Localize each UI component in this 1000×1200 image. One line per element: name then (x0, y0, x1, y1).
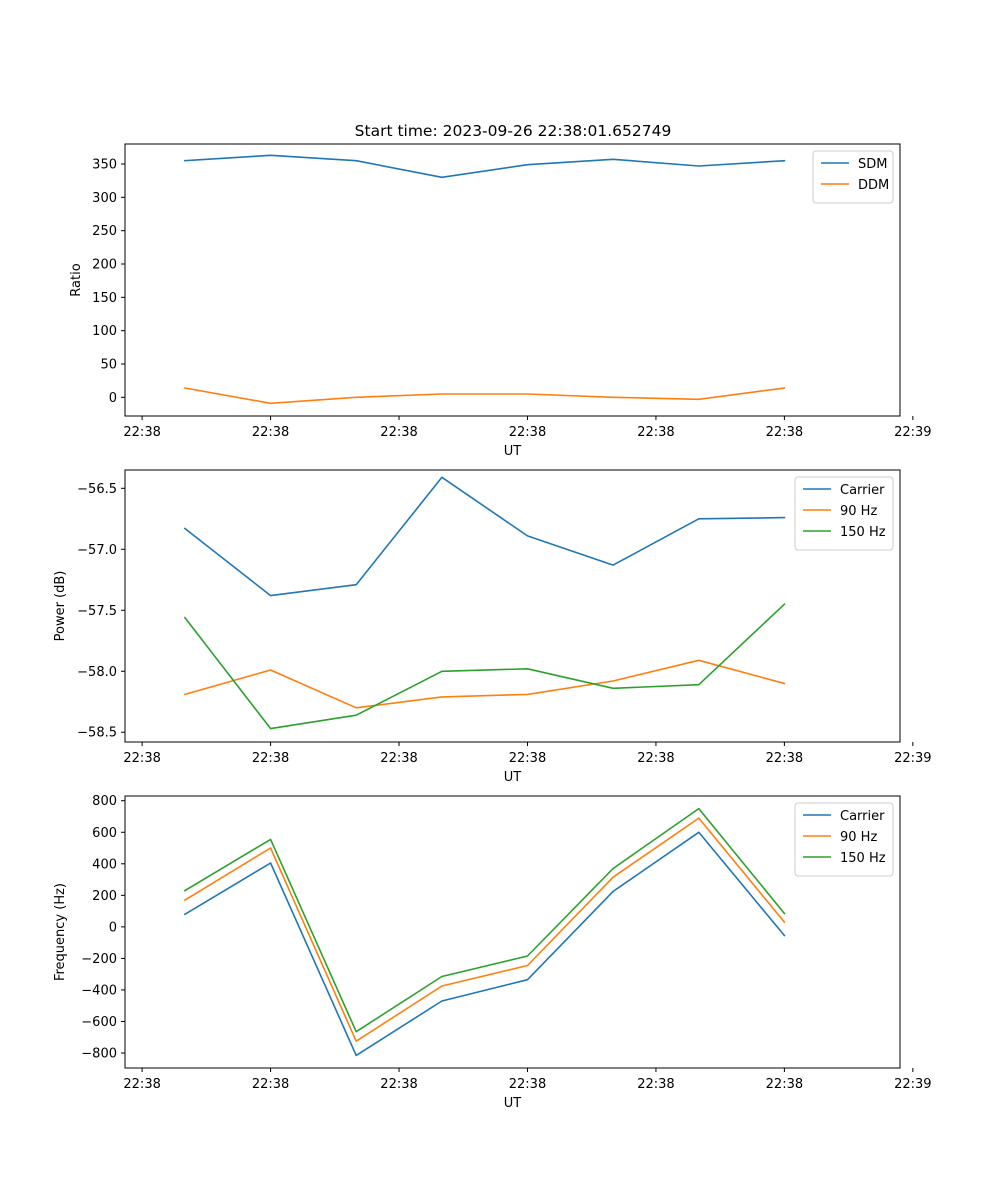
x-tick-label: 22:38 (380, 425, 417, 440)
subplot-1: 0 50 100 150 200 250 300 350 22:38 22:38 22:38 22:3… (69, 143, 932, 459)
x-tick-label: 22:38 (380, 1077, 417, 1092)
y-tick-label: −57.0 (77, 543, 117, 558)
legend-label: 90 Hz (840, 830, 877, 845)
series-line-90-hz (183, 817, 786, 1042)
x-tick-label: 22:38 (509, 425, 546, 440)
y-axis-label: Ratio (69, 263, 84, 296)
figure-title: Start time: 2023-09-26 22:38:01.652749 (355, 122, 672, 140)
x-tick-label: 22:39 (894, 751, 931, 766)
series-line-150-hz (183, 603, 786, 730)
y-tick-label: 50 (100, 358, 117, 373)
series-line-carrier (183, 476, 786, 597)
y-tick-label: 350 (92, 158, 117, 173)
y-tick-label: 200 (92, 258, 117, 273)
y-tick-label: −57.5 (77, 604, 117, 619)
legend-label: SDM (858, 157, 887, 172)
x-axis-label: UT (504, 1096, 522, 1111)
legend: SDM DDM (812, 150, 894, 204)
x-tick-label: 22:39 (894, 1077, 931, 1092)
x-tick-label: 22:38 (637, 1077, 674, 1092)
x-tick-label: 22:38 (123, 1077, 160, 1092)
x-tick-label: 22:38 (509, 751, 546, 766)
x-tick-label: 22:38 (766, 1077, 803, 1092)
y-tick-label: 600 (92, 826, 117, 841)
series-line-ddm (183, 387, 786, 405)
x-tick-label: 22:38 (766, 425, 803, 440)
y-tick-label: 400 (92, 857, 117, 872)
axes-frame (124, 795, 901, 1069)
x-tick-label: 22:38 (766, 751, 803, 766)
series-line-150-hz (183, 807, 786, 1033)
y-tick-label: 800 (92, 794, 117, 809)
legend: Carrier 90 Hz 150 Hz (794, 802, 894, 877)
y-axis-label: Power (dB) (53, 571, 68, 642)
legend-box (812, 150, 894, 204)
x-tick-label: 22:38 (380, 751, 417, 766)
subplot-2: −58.5 −58.0 −57.5 −57.0 −56.5 22:38 22:38 22:38… (53, 469, 932, 785)
x-tick-label: 22:38 (509, 1077, 546, 1092)
axes-frame (124, 469, 901, 743)
legend-label: Carrier (840, 809, 885, 824)
x-tick-label: 22:38 (252, 751, 289, 766)
legend-label: 150 Hz (840, 851, 886, 866)
x-tick-label: 22:39 (894, 425, 931, 440)
x-tick-label: 22:38 (252, 1077, 289, 1092)
y-tick-label: 150 (92, 291, 117, 306)
x-tick-label: 22:38 (252, 425, 289, 440)
series-line-sdm (184, 154, 786, 179)
legend: Carrier 90 Hz 150 Hz (794, 476, 894, 551)
legend-label: DDM (858, 178, 889, 193)
x-tick-label: 22:38 (637, 425, 674, 440)
y-tick-label: 300 (92, 191, 117, 206)
y-tick-label: 0 (109, 920, 117, 935)
y-tick-label: 100 (92, 324, 117, 339)
y-tick-label: −400 (81, 983, 117, 998)
plots-container: 0 50 100 150 200 250 300 350 22:38 22:38 22:38 22:3… (53, 143, 932, 1111)
y-tick-label: 200 (92, 889, 117, 904)
y-tick-label: −58.5 (77, 726, 117, 741)
axes-frame (124, 143, 901, 417)
y-tick-label: −600 (81, 1015, 117, 1030)
x-tick-label: 22:38 (123, 425, 160, 440)
x-tick-label: 22:38 (637, 751, 674, 766)
y-tick-label: 0 (109, 391, 117, 406)
y-axis-label: Frequency (Hz) (53, 883, 68, 981)
y-tick-label: −56.5 (77, 482, 117, 497)
legend-label: Carrier (840, 483, 885, 498)
y-tick-label: −58.0 (77, 665, 117, 680)
y-tick-label: 250 (92, 224, 117, 239)
legend-label: 150 Hz (840, 525, 886, 540)
x-axis-label: UT (504, 770, 522, 785)
x-axis-label: UT (504, 444, 522, 459)
y-tick-label: −800 (81, 1047, 117, 1062)
legend-label: 90 Hz (840, 504, 877, 519)
series-line-carrier (183, 831, 786, 1057)
series-line-90-hz (183, 659, 786, 709)
x-tick-label: 22:38 (123, 751, 160, 766)
subplot-3: −800 −600 −400 −200 0 200 400 600 800 22:38 22:38 2… (53, 794, 932, 1111)
y-tick-label: −200 (81, 952, 117, 967)
